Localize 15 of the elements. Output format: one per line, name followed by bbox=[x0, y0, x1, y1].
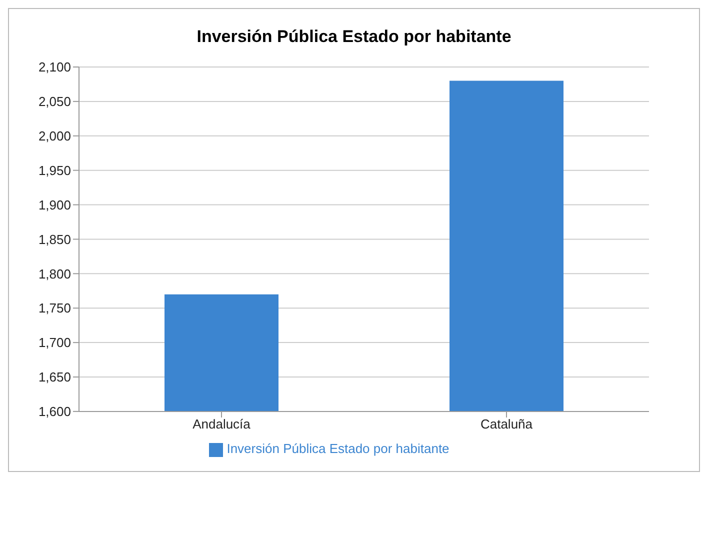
y-tick-label: 1,950 bbox=[38, 162, 71, 178]
y-tick-label: 2,050 bbox=[38, 94, 71, 110]
y-tick-label: 2,000 bbox=[38, 128, 71, 144]
y-tick-label: 1,850 bbox=[38, 232, 71, 247]
chart-title: Inversión Pública Estado por habitante bbox=[196, 27, 512, 47]
y-tick-label: 1,800 bbox=[38, 266, 71, 282]
x-tick-label: Cataluña bbox=[480, 416, 534, 432]
y-tick-label: 1,900 bbox=[38, 197, 71, 212]
x-tick-label: Andalucía bbox=[192, 416, 252, 432]
y-tick-label: 1,600 bbox=[38, 404, 71, 420]
y-tick-label: 2,100 bbox=[38, 60, 71, 75]
y-tick-label: 1,650 bbox=[38, 370, 71, 385]
legend-label: Inversión Pública Estado por habitante bbox=[226, 441, 450, 456]
y-tick-label: 1,700 bbox=[38, 335, 71, 350]
y-tick-label: 1,750 bbox=[38, 300, 71, 316]
